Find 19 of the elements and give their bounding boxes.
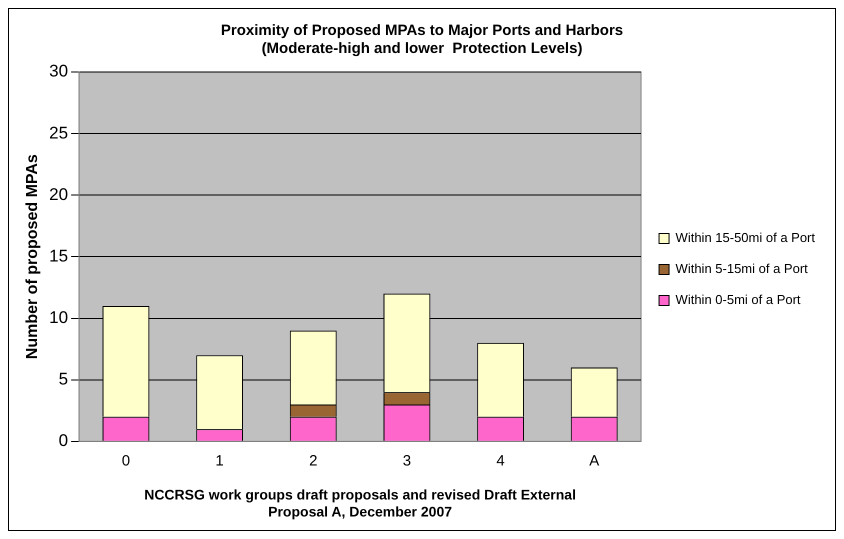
y-tick-label: 5 — [58, 370, 68, 389]
y-tick-label: 15 — [49, 246, 68, 266]
y-tick-label: 10 — [49, 308, 68, 327]
legend-label: Within 5-15mi of a Port — [676, 261, 808, 276]
legend-label: Within 0-5mi of a Port — [676, 292, 801, 308]
y-tick-label: 25 — [49, 123, 68, 142]
y-tick-label: 30 — [49, 62, 68, 81]
x-tick-label: 2 — [309, 452, 318, 470]
x-tick-label: 0 — [122, 452, 130, 470]
y-tick-label: 0 — [58, 431, 68, 450]
x-tick-label: 4 — [496, 452, 505, 470]
x-tick-label: 3 — [402, 452, 412, 470]
x-axis-title: NCCRSG work groups draft proposals and revised Draft External Proposal A, December 2007 — [144, 486, 576, 520]
y-tick-label: 20 — [49, 184, 68, 204]
x-tick-label: A — [589, 452, 600, 470]
legend-label: Within 15-50mi of a Port — [676, 230, 816, 246]
chart-title: Proximity of Proposed MPAs to Major Ports and Harbors (Moderate-high and lower Protection Levels) — [220, 22, 624, 58]
y-axis-title: Number of proposed MPAs — [24, 154, 42, 360]
x-tick-label: 1 — [215, 452, 224, 470]
